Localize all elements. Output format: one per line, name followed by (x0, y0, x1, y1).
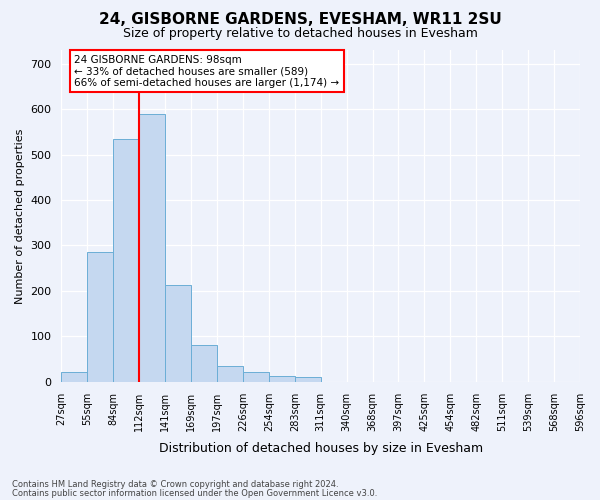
Text: Contains public sector information licensed under the Open Government Licence v3: Contains public sector information licen… (12, 488, 377, 498)
Y-axis label: Number of detached properties: Number of detached properties (15, 128, 25, 304)
Bar (269, 376, 295, 382)
Bar (191, 346, 217, 382)
Bar (139, 114, 165, 382)
Text: Size of property relative to detached houses in Evesham: Size of property relative to detached ho… (122, 28, 478, 40)
X-axis label: Distribution of detached houses by size in Evesham: Distribution of detached houses by size … (158, 442, 483, 455)
Bar (61, 372, 88, 382)
Bar (88, 252, 113, 382)
Text: 24 GISBORNE GARDENS: 98sqm
← 33% of detached houses are smaller (589)
66% of sem: 24 GISBORNE GARDENS: 98sqm ← 33% of deta… (74, 54, 340, 88)
Text: 24, GISBORNE GARDENS, EVESHAM, WR11 2SU: 24, GISBORNE GARDENS, EVESHAM, WR11 2SU (98, 12, 502, 28)
Bar (217, 366, 243, 382)
Bar (113, 138, 139, 382)
Bar (243, 372, 269, 382)
Bar (295, 377, 321, 382)
Bar (165, 286, 191, 382)
Text: Contains HM Land Registry data © Crown copyright and database right 2024.: Contains HM Land Registry data © Crown c… (12, 480, 338, 489)
